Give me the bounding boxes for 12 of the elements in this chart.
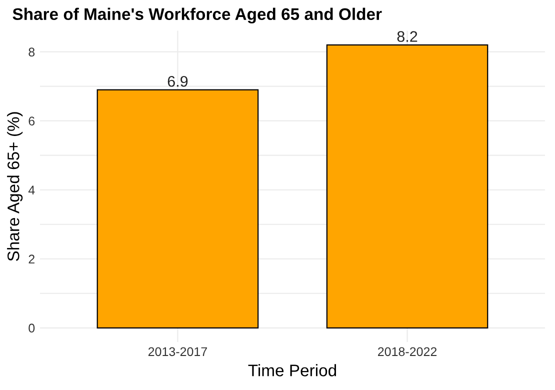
y-axis-title: Share Aged 65+ (%) — [7, 112, 23, 261]
x-tick-label: 2013-2017 — [148, 347, 207, 356]
chart-title: Share of Maine's Workforce Aged 65 and Older — [12, 8, 382, 24]
data-label: 8.2 — [397, 31, 418, 42]
y-tick-label: 8 — [28, 48, 35, 57]
x-axis-title: Time Period — [248, 364, 336, 376]
y-tick-label: 2 — [28, 254, 34, 264]
x-tick-label: 2018-2022 — [378, 347, 437, 356]
y-tick-label: 4 — [28, 186, 35, 194]
y-tick-label: 6 — [28, 116, 35, 126]
y-tick-label: 0 — [28, 324, 35, 333]
data-label: 6.9 — [168, 76, 188, 87]
